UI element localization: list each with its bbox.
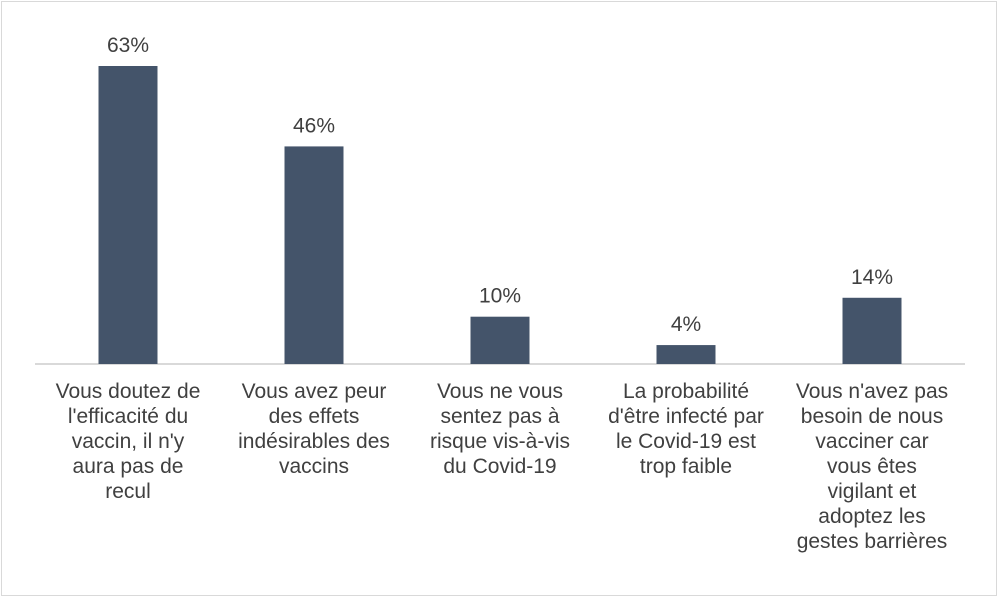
bar: [656, 345, 716, 364]
category-label-line: recul: [105, 480, 151, 503]
category-label-line: trop faible: [639, 455, 733, 478]
category-label-line: du Covid-19: [443, 455, 557, 478]
category-label-line: Vous n'avez pas: [795, 380, 949, 403]
category-label-line: vaccins: [278, 455, 350, 478]
bar: [284, 146, 344, 364]
data-label: 46%: [293, 114, 335, 137]
category-label-line: sentez pas à: [440, 405, 560, 428]
category-label-line: aura pas de: [72, 455, 184, 478]
category-label: Vous doutez de l'efficacité du vaccin, il …: [33, 379, 223, 504]
data-label: 14%: [851, 266, 893, 289]
category-label-line: Vous avez peur: [241, 380, 387, 403]
data-label: 10%: [479, 285, 521, 308]
category-label-line: Vous doutez de: [55, 380, 201, 403]
category-label-line: besoin de nous: [800, 405, 944, 428]
category-label: La probabilité d'être infecté par le Covid…: [591, 379, 781, 479]
category-label-line: l'efficacité du: [67, 405, 189, 428]
category-label: Vous avez peur des effets indésirables des…: [219, 379, 409, 479]
category-label-line: gestes barrières: [796, 530, 948, 553]
category-label-line: des effets: [268, 405, 360, 428]
category-label-line: vigilant et: [827, 480, 917, 503]
category-label: Vous ne vous sentez pas à risque vis-à-vis…: [405, 379, 595, 479]
category-label-line: vous êtes: [827, 455, 917, 478]
category-label-line: adoptez les: [818, 505, 926, 528]
category-label-line: risque vis-à-vis: [429, 430, 571, 453]
data-label: 4%: [671, 313, 701, 336]
category-label: Vous n'avez pas besoin de nous vacciner ca…: [777, 379, 967, 554]
category-label-line: vacciner car: [815, 430, 929, 453]
bar: [842, 297, 902, 364]
bar: [470, 316, 530, 364]
category-label-line: vaccin, il n'y: [71, 430, 185, 453]
bar: [98, 66, 158, 364]
data-label: 63%: [107, 34, 149, 57]
category-label-line: d'être infecté par: [608, 405, 764, 428]
category-label-line: Vous ne vous: [436, 380, 564, 403]
category-label-line: le Covid-19 est: [615, 430, 757, 453]
category-label-line: La probabilité: [622, 380, 750, 403]
category-label-line: indésirables des: [238, 430, 390, 453]
